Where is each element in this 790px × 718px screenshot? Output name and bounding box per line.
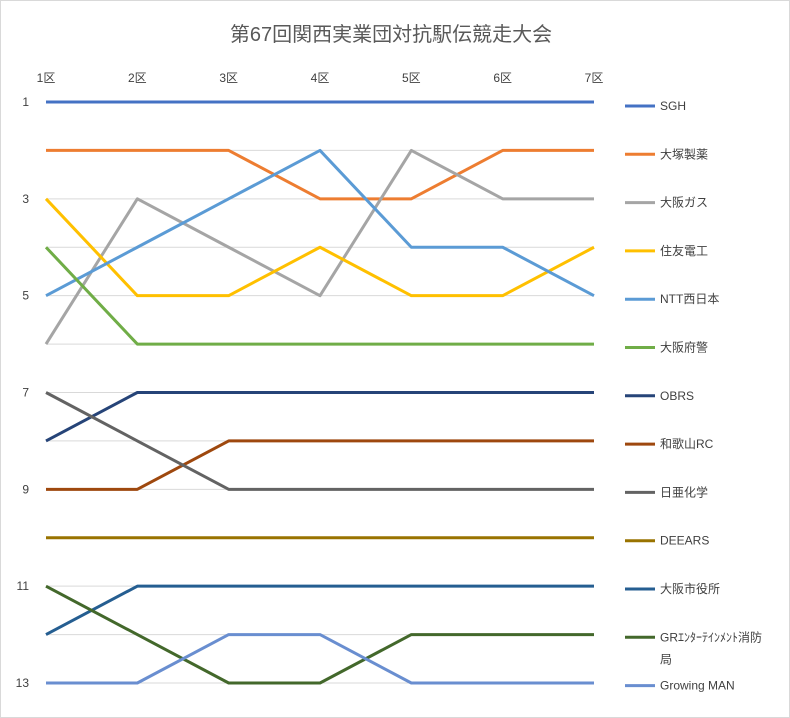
series-line <box>44 148 594 345</box>
series-line <box>45 584 594 685</box>
y-tick-label: 7 <box>22 386 29 400</box>
y-tick-label: 9 <box>22 482 29 496</box>
legend-label: 和歌山RC <box>660 436 714 451</box>
legend-label: 大阪ガス <box>660 196 708 210</box>
legend-label: NTT西日本 <box>660 292 719 306</box>
series-line <box>45 391 594 491</box>
x-axis-ticks: 1区 2区 3区 4区 5区 6区 7区 <box>37 71 604 85</box>
x-tick-label: 1区 <box>37 71 56 85</box>
y-tick-label: 5 <box>22 289 29 303</box>
x-tick-label: 4区 <box>311 71 330 85</box>
y-tick-label: 3 <box>22 192 29 206</box>
legend-label: 大塚製薬 <box>660 147 708 161</box>
legend-label: 日亜化学 <box>660 484 708 499</box>
legend-label: 大阪市役所 <box>660 581 720 596</box>
legend-label: Growing MAN <box>660 679 735 693</box>
series-line <box>45 584 594 636</box>
legend-label: OBRS <box>660 389 694 403</box>
x-tick-label: 7区 <box>585 71 604 85</box>
chart-title: 第67回関西実業団対抗駅伝競走大会 <box>230 23 552 46</box>
series-line <box>44 246 594 346</box>
x-tick-label: 6区 <box>493 71 512 85</box>
x-tick-label: 3区 <box>219 71 238 85</box>
y-tick-label: 1 <box>22 95 29 109</box>
series-line <box>46 439 594 491</box>
y-tick-label: 11 <box>17 579 30 593</box>
legend-label: GRｴﾝﾀｰﾃｲﾝﾒﾝﾄ消防局 <box>660 629 762 666</box>
series-line <box>45 148 595 297</box>
legend-label: 住友電工 <box>660 244 708 258</box>
x-tick-label: 5区 <box>402 71 421 85</box>
series-line <box>45 391 594 443</box>
y-tick-label: 13 <box>16 676 30 690</box>
series-line <box>46 148 594 201</box>
series-line <box>44 197 595 298</box>
legend-label: SGH <box>660 99 686 113</box>
x-tick-label: 2区 <box>128 71 147 85</box>
legend-label: DEEARS <box>660 534 709 548</box>
legend-label: 大阪府警 <box>660 340 708 355</box>
series-lines <box>44 100 595 685</box>
series-line <box>46 633 594 685</box>
